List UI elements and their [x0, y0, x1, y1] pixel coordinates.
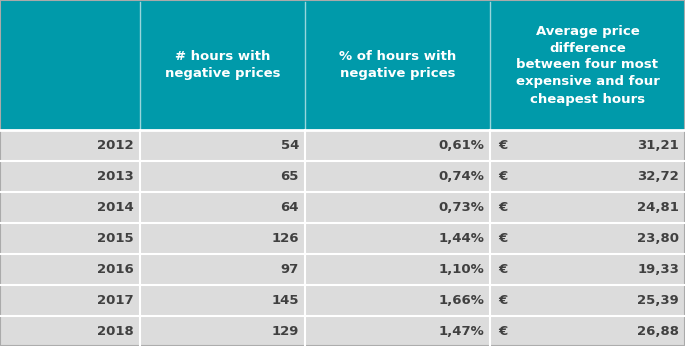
Text: €: € — [498, 232, 508, 245]
Text: 19,33: 19,33 — [637, 263, 679, 276]
Text: % of hours with
negative prices: % of hours with negative prices — [339, 50, 456, 80]
Bar — [0, 285, 685, 316]
Text: 54: 54 — [281, 139, 299, 152]
Text: 26,88: 26,88 — [637, 325, 679, 338]
Text: €: € — [498, 294, 508, 307]
Text: 24,81: 24,81 — [637, 201, 679, 214]
Text: 1,66%: 1,66% — [438, 294, 484, 307]
Bar — [0, 130, 685, 161]
Text: €: € — [498, 170, 508, 183]
Text: 1,44%: 1,44% — [438, 232, 484, 245]
Text: 1,47%: 1,47% — [438, 325, 484, 338]
Text: 1,10%: 1,10% — [438, 263, 484, 276]
Text: 2013: 2013 — [97, 170, 134, 183]
Text: 0,61%: 0,61% — [438, 139, 484, 152]
Text: 23,80: 23,80 — [637, 232, 679, 245]
Text: €: € — [498, 201, 508, 214]
Text: €: € — [498, 263, 508, 276]
Text: 2015: 2015 — [97, 232, 134, 245]
Text: Average price
difference
between four most
expensive and four
cheapest hours: Average price difference between four mo… — [516, 25, 660, 106]
Bar — [0, 192, 685, 223]
Bar — [0, 316, 685, 346]
Text: 145: 145 — [271, 294, 299, 307]
Text: 2016: 2016 — [97, 263, 134, 276]
Text: 31,21: 31,21 — [637, 139, 679, 152]
Bar — [0, 161, 685, 192]
Bar — [0, 254, 685, 285]
Text: 129: 129 — [272, 325, 299, 338]
Text: 2014: 2014 — [97, 201, 134, 214]
Text: €: € — [498, 325, 508, 338]
Text: 0,73%: 0,73% — [438, 201, 484, 214]
Bar — [0, 223, 685, 254]
Text: 97: 97 — [281, 263, 299, 276]
Text: 2018: 2018 — [97, 325, 134, 338]
Text: 2017: 2017 — [97, 294, 134, 307]
Text: 126: 126 — [271, 232, 299, 245]
Text: 64: 64 — [280, 201, 299, 214]
Text: €: € — [498, 139, 508, 152]
Text: 65: 65 — [281, 170, 299, 183]
Text: 0,74%: 0,74% — [438, 170, 484, 183]
Text: 2012: 2012 — [97, 139, 134, 152]
Text: 25,39: 25,39 — [637, 294, 679, 307]
Text: # hours with
negative prices: # hours with negative prices — [165, 50, 280, 80]
Text: 32,72: 32,72 — [637, 170, 679, 183]
Bar — [0, 0, 685, 130]
